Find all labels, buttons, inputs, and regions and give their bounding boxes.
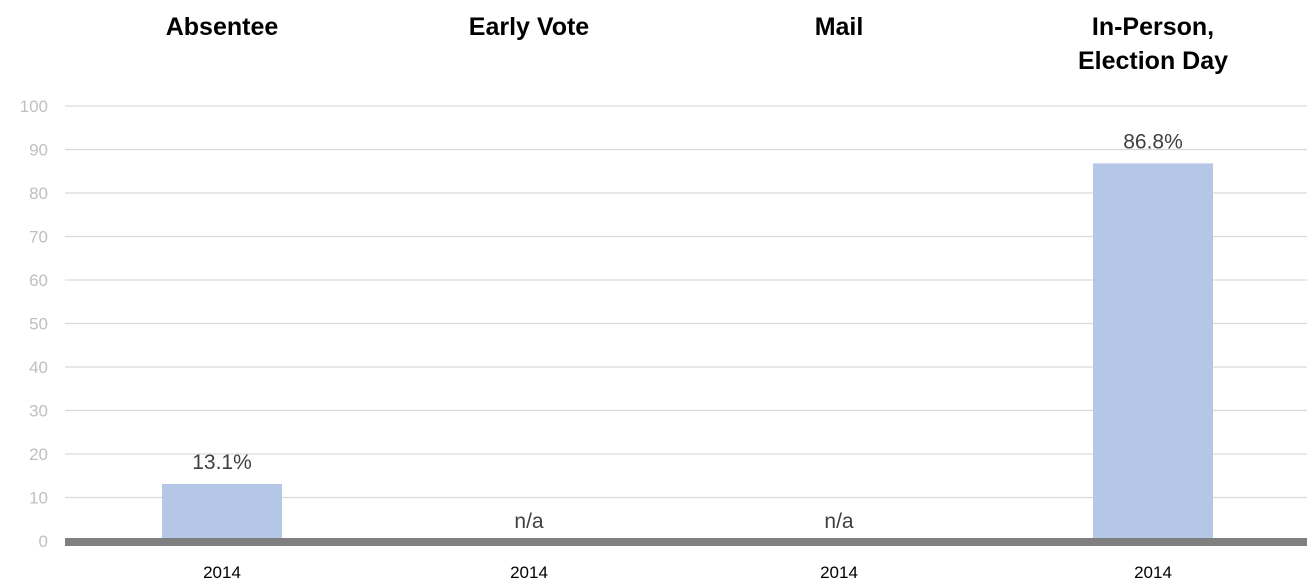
category-title: Early Vote [469,13,590,41]
x-tick-label: 2014 [820,563,858,582]
y-tick-label: 80 [29,184,48,203]
y-axis: 0 10 20 30 40 50 60 70 80 90 100 [20,97,48,551]
x-tick-label: 2014 [510,563,548,582]
category-title: Mail [815,13,864,41]
category-title: Absentee [166,13,279,41]
bar-in-person-election-day [1093,163,1213,542]
category-title: In-Person, [1092,13,1214,41]
category-title: Election Day [1078,47,1228,75]
y-tick-label: 40 [29,358,48,377]
x-axis-baseline [65,538,1307,546]
y-tick-label: 10 [29,489,48,508]
y-tick-label: 0 [39,532,48,551]
data-label: 13.1% [192,451,252,474]
data-labels: 13.1% n/a n/a 86.8% [192,130,1183,533]
y-tick-label: 100 [20,97,48,116]
y-tick-label: 50 [29,315,48,334]
data-label: 86.8% [1123,130,1183,153]
data-label: n/a [514,510,544,533]
bars [162,163,1213,542]
x-tick-label: 2014 [1134,563,1172,582]
bar-absentee [162,484,282,541]
category-titles: Absentee Early Vote Mail In-Person, Election… [166,13,1228,75]
data-label: n/a [824,510,854,533]
y-tick-label: 60 [29,271,48,290]
x-tick-label: 2014 [203,563,241,582]
y-tick-label: 90 [29,141,48,160]
y-tick-label: 20 [29,445,48,464]
grid-lines [65,105,1307,499]
y-tick-label: 30 [29,402,48,421]
y-tick-label: 70 [29,228,48,247]
x-axis: 2014 2014 2014 2014 [203,563,1172,582]
